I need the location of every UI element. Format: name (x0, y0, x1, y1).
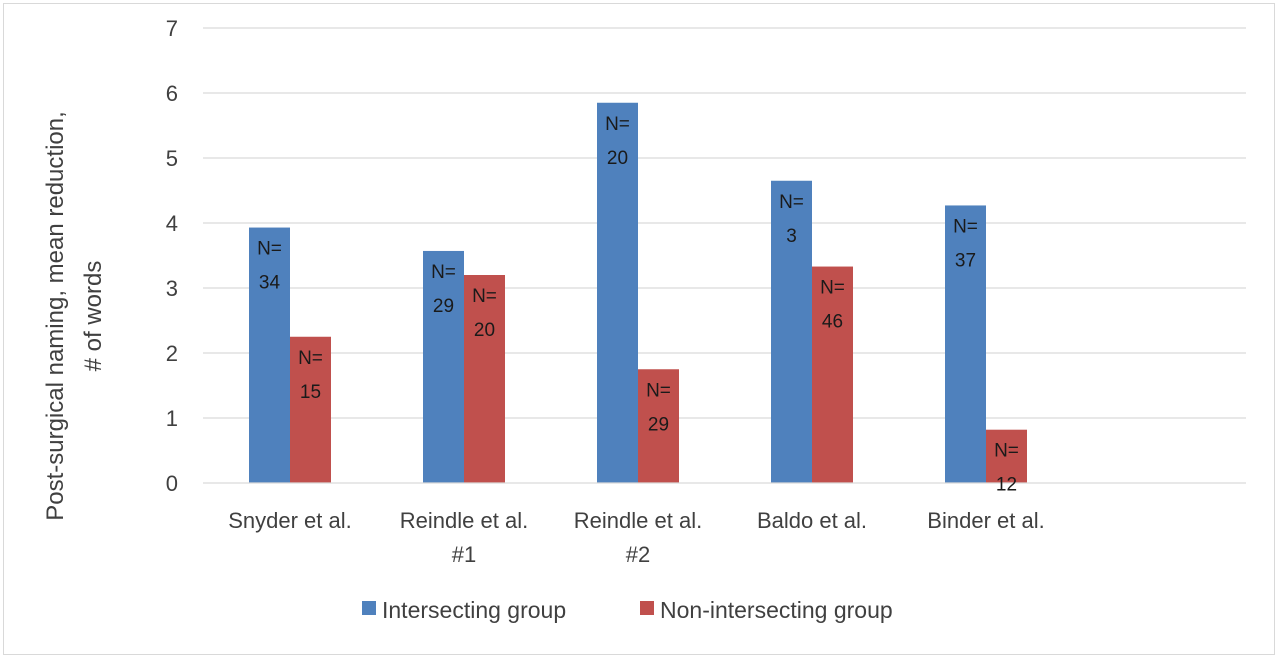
data-label: N= (646, 380, 671, 401)
data-label: N= (431, 262, 456, 283)
data-label: N= (779, 192, 804, 213)
y-tick-label: 6 (166, 81, 178, 106)
data-label: 29 (648, 414, 669, 435)
y-axis-title: Post-surgical naming, mean reduction, # o… (42, 111, 107, 521)
y-tick-label: 5 (166, 146, 178, 171)
data-label: 3 (786, 226, 797, 247)
data-label: N= (298, 348, 323, 369)
y-tick-label: 0 (166, 471, 178, 496)
bar (986, 429, 1027, 483)
x-tick-label: Baldo et al. (757, 508, 867, 533)
bar (597, 102, 638, 483)
y-axis-title-line: # of words (80, 261, 107, 372)
y-tick-label: 4 (166, 211, 178, 236)
data-label: 15 (300, 382, 321, 403)
data-label: N= (953, 216, 978, 237)
data-label: N= (472, 286, 497, 307)
y-tick-label: 1 (166, 406, 178, 431)
legend-swatch (640, 601, 654, 615)
data-labels: N= 34 N= 15 N= 29 N= 20 N= 20 N= 29 N= 3 N= 46 N= 37 N= 12 (257, 114, 1019, 496)
y-axis-title-line: Post-surgical naming, mean reduction, (42, 111, 69, 521)
data-label: 37 (955, 250, 976, 271)
data-label: 46 (822, 312, 843, 333)
legend: Intersecting group Non-intersecting group (362, 597, 893, 623)
bar (290, 336, 331, 483)
data-label: N= (994, 441, 1019, 462)
bar (464, 275, 505, 483)
legend-label: Non-intersecting group (660, 597, 893, 623)
bar (771, 180, 812, 483)
x-tick-label: #2 (626, 542, 650, 567)
x-tick-label: Snyder et al. (228, 508, 352, 533)
y-tick-label: 3 (166, 276, 178, 301)
y-axis-ticks: 0 1 2 3 4 5 6 7 (166, 16, 178, 496)
x-axis-ticks: Snyder et al. Reindle et al. #1 Reindle et … (228, 508, 1044, 567)
data-label: 20 (607, 148, 628, 169)
y-tick-label: 7 (166, 16, 178, 41)
bar (638, 369, 679, 483)
data-label: 20 (474, 320, 495, 341)
data-label: N= (257, 239, 282, 260)
x-tick-label: #1 (452, 542, 476, 567)
bar (812, 266, 853, 483)
data-label: 34 (259, 273, 281, 294)
bar (249, 227, 290, 483)
x-tick-label: Reindle et al. (400, 508, 528, 533)
bars (249, 102, 1027, 483)
data-label: 12 (996, 475, 1017, 496)
data-label: 29 (433, 296, 454, 317)
legend-swatch (362, 601, 376, 615)
bar (945, 205, 986, 483)
data-label: N= (820, 278, 845, 299)
legend-label: Intersecting group (382, 597, 566, 623)
x-tick-label: Binder et al. (927, 508, 1044, 533)
y-tick-label: 2 (166, 341, 178, 366)
chart-frame (3, 3, 1275, 655)
data-label: N= (605, 114, 630, 135)
x-tick-label: Reindle et al. (574, 508, 702, 533)
bar (423, 250, 464, 483)
grid-lines (203, 27, 1246, 419)
